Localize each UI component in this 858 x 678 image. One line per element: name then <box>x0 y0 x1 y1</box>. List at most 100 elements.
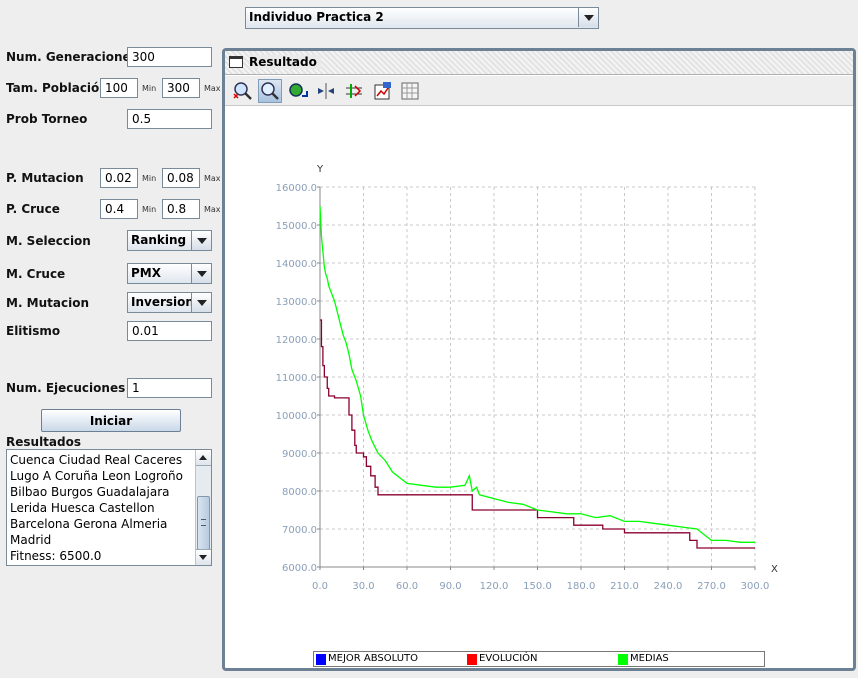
legend-mejor-absoluto: MEJOR ABSOLUTO <box>328 653 419 664</box>
y-tick-label: 14000.0 <box>276 259 317 270</box>
num-ejecuciones-input[interactable] <box>127 378 212 398</box>
x-tick-label: 90.0 <box>439 581 461 592</box>
results-textarea[interactable]: Cuenca Ciudad Real Caceres Lugo A Coruña … <box>6 449 212 566</box>
chevron-down-icon[interactable] <box>191 293 211 312</box>
p-mutacion-max-label: Max <box>204 174 221 183</box>
scroll-thumb[interactable] <box>197 496 210 550</box>
x-tick-label: 240.0 <box>654 581 683 592</box>
legend-swatch-mejor-absoluto <box>316 654 326 665</box>
fitness-chart[interactable]: 0.0 30.0 60.0 90.0 120.0 150.0 180.0 210.0 240.0… <box>225 107 853 647</box>
x-tick-label: 150.0 <box>523 581 552 592</box>
resultado-titlebar[interactable]: Resultado <box>225 51 853 75</box>
m-seleccion-select[interactable]: Ranking <box>127 230 212 251</box>
m-cruce-value: PMX <box>131 266 161 280</box>
m-mutacion-select[interactable]: Inversion <box>127 292 212 313</box>
tam-poblacion-label: Tam. Población <box>6 81 108 95</box>
results-line: Lerida Huesca Castellon <box>10 501 155 515</box>
x-tick-label: 210.0 <box>610 581 639 592</box>
legend-swatch-evolucion <box>467 654 477 665</box>
y-tick-label: 16000.0 <box>276 183 317 194</box>
legend-swatch-medias <box>618 654 628 665</box>
zoom-in-icon <box>261 82 279 100</box>
m-cruce-select[interactable]: PMX <box>127 263 212 284</box>
y-tick-label: 6000.0 <box>282 563 317 574</box>
x-tick-label: 0.0 <box>312 581 328 592</box>
table-button[interactable] <box>398 79 422 103</box>
p-cruce-max-input[interactable] <box>162 199 200 219</box>
scroll-down-icon[interactable] <box>196 549 211 565</box>
y-axis-label: Y <box>316 164 324 175</box>
x-tick-label: 120.0 <box>480 581 509 592</box>
p-cruce-label: P. Cruce <box>6 202 60 216</box>
y-tick-label: 11000.0 <box>276 373 317 384</box>
p-cruce-min-input[interactable] <box>100 199 138 219</box>
zoom-reset-icon <box>233 82 252 100</box>
p-mutacion-min-label: Min <box>142 174 157 183</box>
x-tick-label: 270.0 <box>697 581 726 592</box>
elitismo-input[interactable] <box>127 321 212 341</box>
num-generaciones-label: Num. Generaciones <box>6 50 138 64</box>
results-line: Bilbao Burgos Guadalajara <box>10 485 170 499</box>
series-line-medias <box>319 205 755 543</box>
zoom-region-button[interactable] <box>286 79 310 103</box>
m-cruce-label: M. Cruce <box>6 267 66 281</box>
num-ejecuciones-label: Num. Ejecuciones <box>6 381 126 395</box>
resultado-frame: Resultado 0.0 30.0 60.0 90.0 120.0 150.0 180.0… <box>222 48 856 671</box>
results-line: Cuenca Ciudad Real Caceres <box>10 453 183 467</box>
scroll-up-icon[interactable] <box>196 450 211 466</box>
series-line-evolucion <box>320 319 755 549</box>
tam-poblacion-min-input[interactable] <box>100 78 138 98</box>
center-icon <box>318 83 334 99</box>
y-tick-label: 10000.0 <box>276 411 317 422</box>
results-line: Lugo A Coruña Leon Logroño <box>10 469 183 483</box>
y-tick-label: 8000.0 <box>282 487 317 498</box>
p-cruce-min-label: Min <box>142 205 157 214</box>
results-line: Fitness: 6500.0 <box>10 549 102 563</box>
y-tick-label: 15000.0 <box>276 221 317 232</box>
resultado-title: Resultado <box>249 55 321 69</box>
chevron-down-icon[interactable] <box>191 231 211 250</box>
results-scrollbar[interactable] <box>195 450 211 565</box>
chevron-down-icon[interactable] <box>578 8 598 27</box>
zoom-region-icon <box>289 83 308 97</box>
plot-toolbar <box>225 76 853 106</box>
center-button[interactable] <box>314 79 338 103</box>
x-tick-label: 30.0 <box>352 581 374 592</box>
prob-torneo-label: Prob Torneo <box>6 112 88 126</box>
p-mutacion-min-input[interactable] <box>100 168 138 188</box>
x-tick-label: 180.0 <box>567 581 596 592</box>
iniciar-button[interactable]: Iniciar <box>41 409 181 432</box>
legend-medias: MEDIAS <box>630 653 669 664</box>
zoom-in-button[interactable] <box>258 79 282 103</box>
x-tick-label: 300.0 <box>741 581 770 592</box>
tam-poblacion-min-label: Min <box>142 84 157 93</box>
individuo-selector[interactable]: Individuo Practica 2 <box>245 7 599 29</box>
p-mutacion-max-input[interactable] <box>162 168 200 188</box>
m-seleccion-label: M. Seleccion <box>6 234 91 248</box>
results-line: Madrid <box>10 533 52 547</box>
tam-poblacion-max-input[interactable] <box>162 78 200 98</box>
results-text: Cuenca Ciudad Real Caceres Lugo A Coruña … <box>10 452 193 564</box>
table-icon <box>401 82 419 100</box>
zoom-reset-button[interactable] <box>230 79 254 103</box>
m-mutacion-label: M. Mutacion <box>6 296 90 310</box>
chart-legend: MEJOR ABSOLUTO EVOLUCIÓN MEDIAS <box>313 651 765 667</box>
y-tick-label: 7000.0 <box>282 525 317 536</box>
grid-button[interactable] <box>342 79 366 103</box>
tam-poblacion-max-label: Max <box>204 84 221 93</box>
prob-torneo-input[interactable] <box>127 109 212 129</box>
x-tick-label: 60.0 <box>396 581 418 592</box>
m-seleccion-value: Ranking <box>131 233 187 247</box>
p-mutacion-label: P. Mutacion <box>6 171 84 185</box>
chevron-down-icon[interactable] <box>191 264 211 283</box>
x-axis-label: X <box>771 564 778 575</box>
p-cruce-max-label: Max <box>204 205 221 214</box>
elitismo-label: Elitismo <box>6 324 61 338</box>
export-button[interactable] <box>370 79 394 103</box>
y-tick-label: 9000.0 <box>282 449 317 460</box>
num-generaciones-input[interactable] <box>127 47 212 67</box>
legend-evolucion: EVOLUCIÓN <box>479 653 538 664</box>
window-icon <box>229 56 243 68</box>
m-mutacion-value: Inversion <box>131 295 194 309</box>
resultados-label: Resultados <box>6 435 81 449</box>
